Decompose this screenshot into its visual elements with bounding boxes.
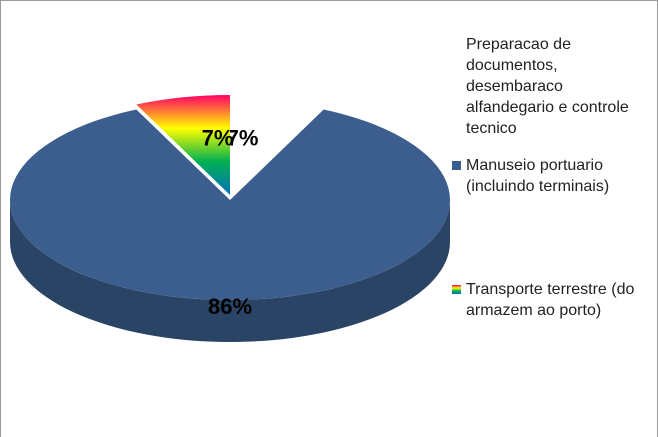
data-label: 86% xyxy=(208,294,252,319)
slice-side xyxy=(10,200,450,342)
legend-marker xyxy=(452,161,461,170)
legend-label: Preparacao de documentos, desembaraco al… xyxy=(466,36,629,137)
legend-entry: Preparacao de documentos, desembaraco al… xyxy=(450,34,650,139)
legend: Preparacao de documentos, desembaraco al… xyxy=(450,34,650,337)
legend-label: Transporte terrestre (do armazem ao port… xyxy=(466,281,635,319)
legend-marker xyxy=(452,40,461,49)
data-label: 7% xyxy=(227,125,259,150)
legend-entry: Manuseio portuario (incluindo terminais) xyxy=(450,155,650,197)
data-label: 7% xyxy=(202,125,234,150)
slice xyxy=(9,109,450,300)
legend-marker xyxy=(452,285,461,294)
legend-entry: Transporte terrestre (do armazem ao port… xyxy=(450,279,650,321)
legend-label: Manuseio portuario (incluindo terminais) xyxy=(466,157,610,195)
slice xyxy=(230,100,324,200)
slice xyxy=(136,95,230,195)
